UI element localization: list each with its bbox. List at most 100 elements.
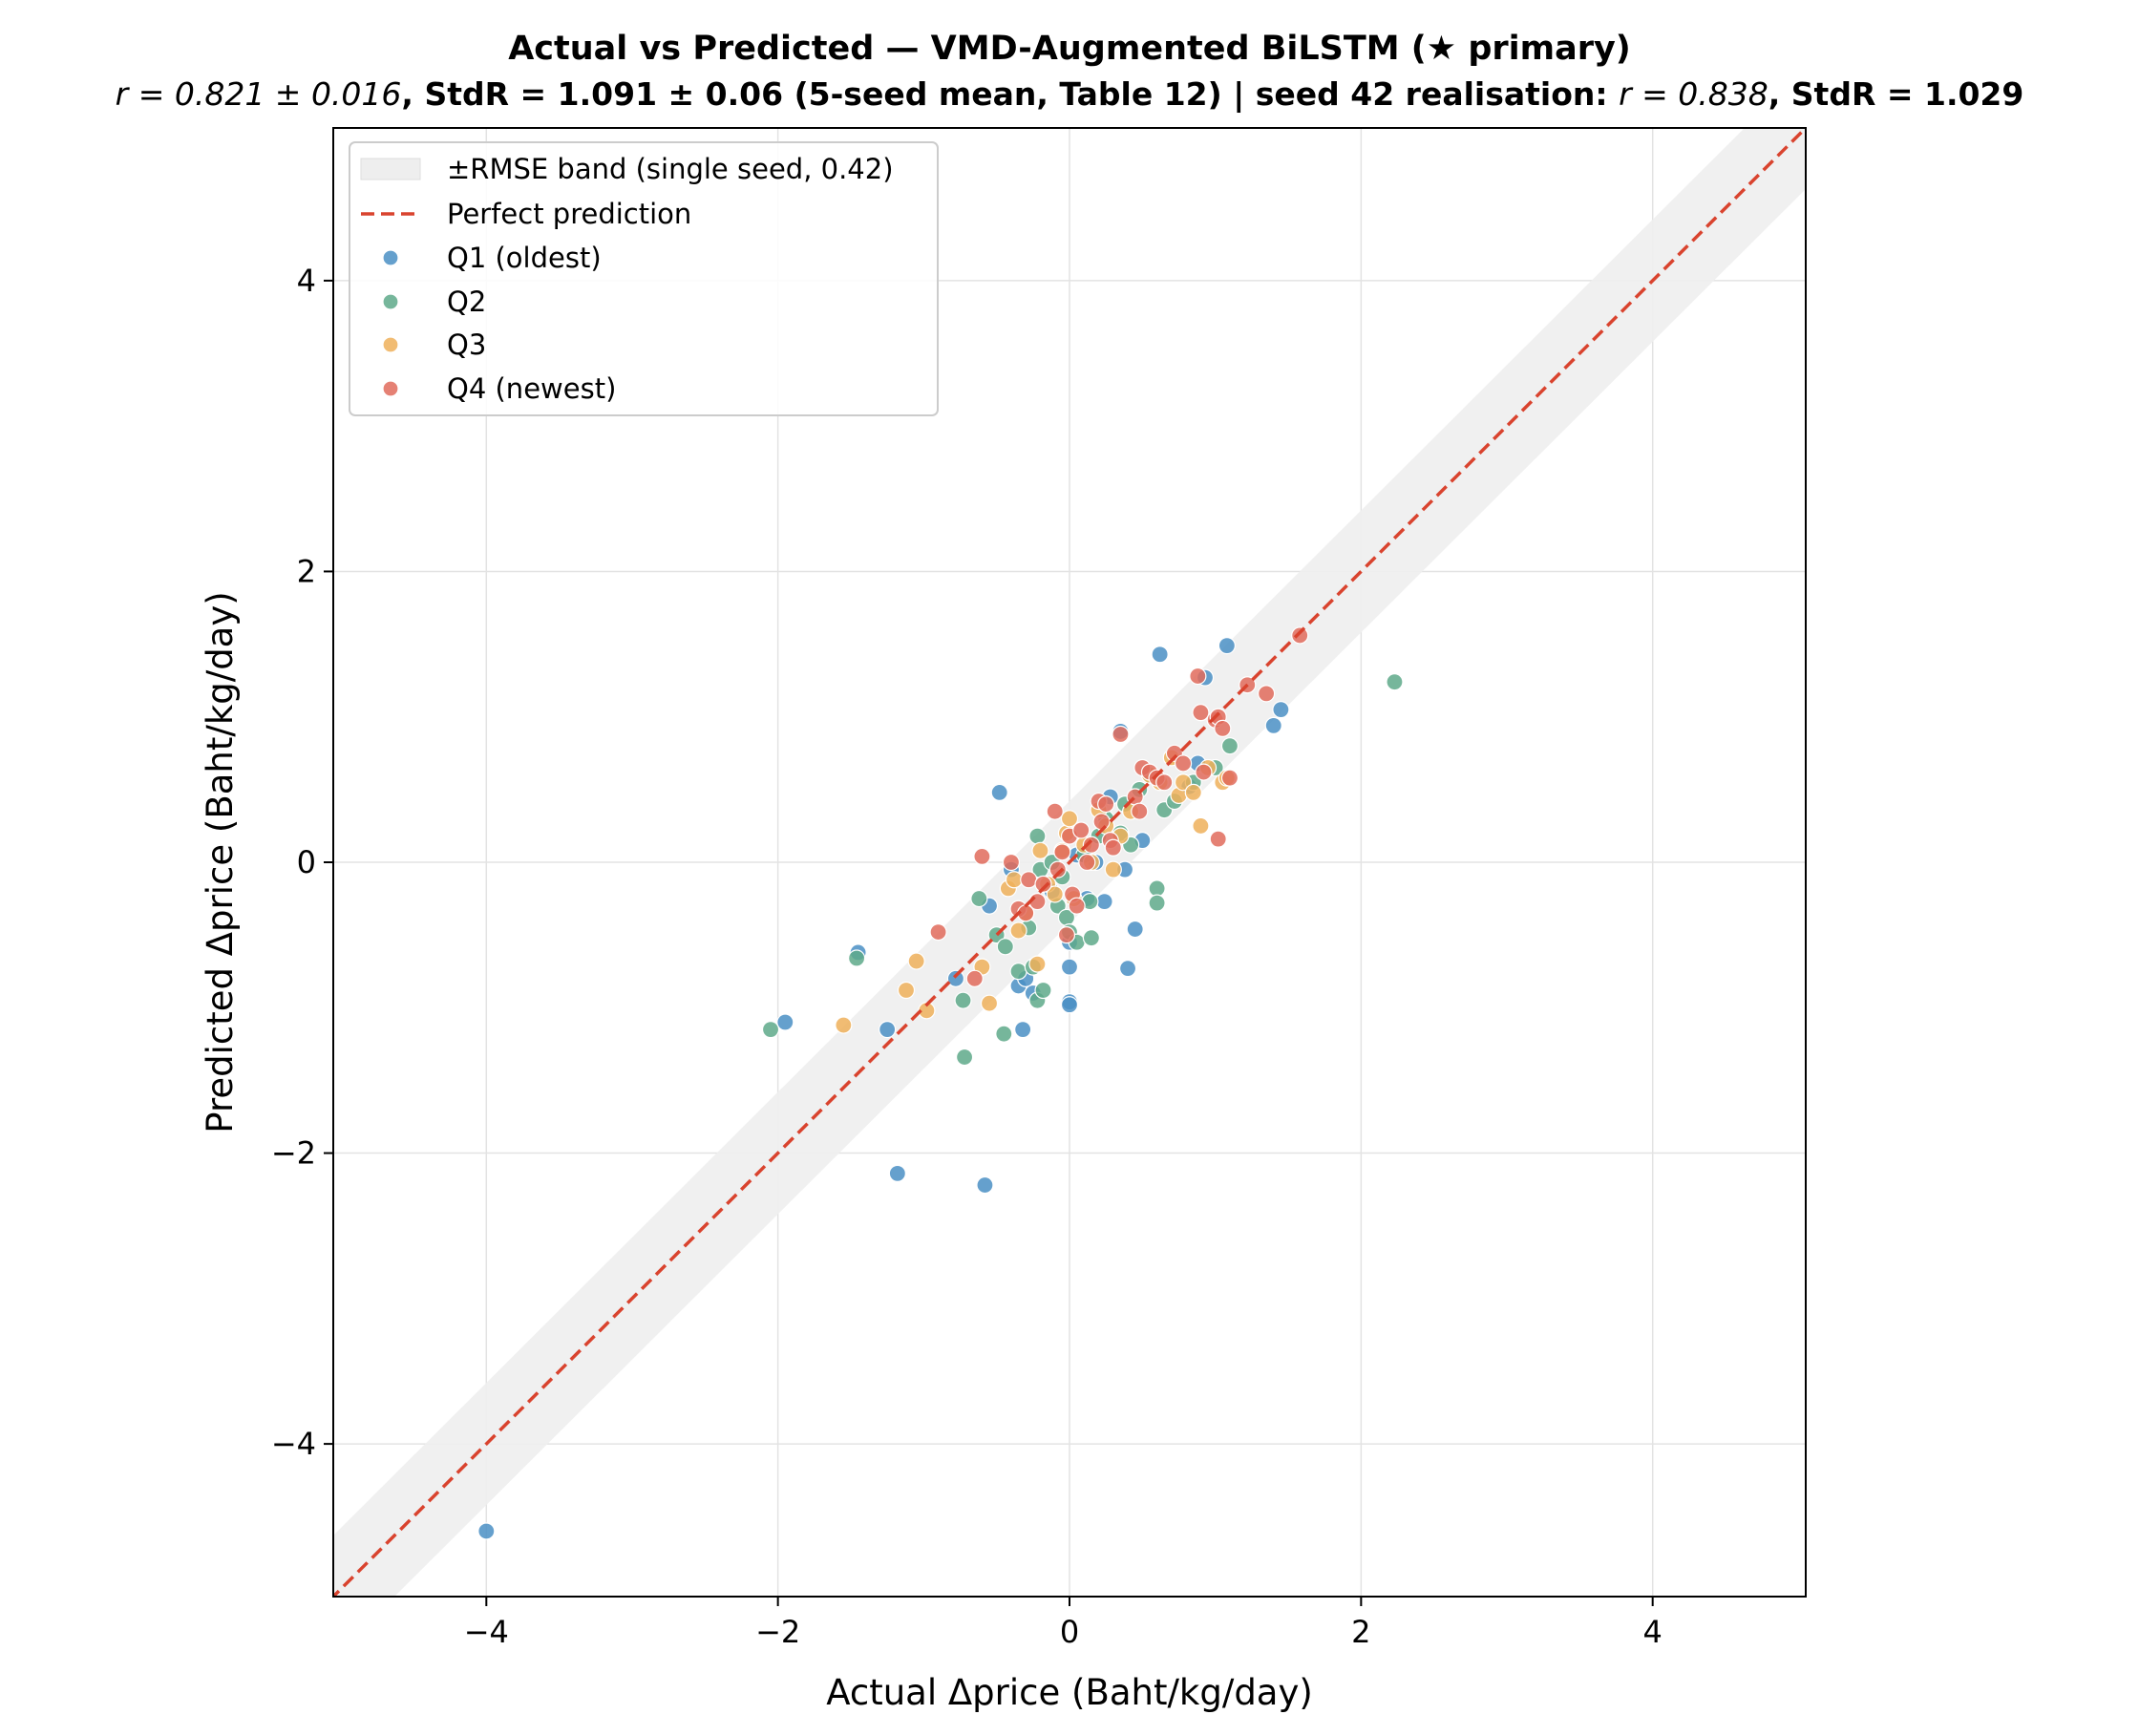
point-q3-8	[1009, 921, 1027, 940]
point-q1-8	[990, 783, 1008, 802]
points-layer	[477, 626, 1404, 1540]
point-q1-11	[1014, 1021, 1032, 1039]
point-q4-23	[1104, 838, 1122, 857]
point-q4-24	[1112, 725, 1130, 744]
point-q2-38	[1082, 929, 1101, 947]
point-q1-0	[477, 1522, 496, 1540]
point-q4-3	[1002, 853, 1021, 872]
legend-band-label: ±RMSE band (single seed, 0.42)	[447, 153, 894, 185]
x-tick-label-2: 0	[1060, 1614, 1079, 1650]
point-q4-43	[1291, 626, 1309, 645]
point-q4-15	[1068, 897, 1086, 915]
legend: ±RMSE band (single seed, 0.42) Perfect p…	[349, 141, 939, 416]
point-q2-36	[1220, 737, 1239, 755]
point-q4-40	[1209, 830, 1227, 848]
legend-q3-marker	[382, 336, 399, 353]
point-q2-30	[1148, 879, 1166, 898]
point-q3-2	[907, 952, 925, 970]
legend-q4-label: Q4 (newest)	[447, 372, 616, 405]
point-q3-11	[1031, 841, 1049, 859]
point-q3-22	[1104, 860, 1122, 879]
point-q3-16	[1060, 810, 1079, 828]
point-q4-32	[1174, 754, 1193, 773]
point-q4-35	[1195, 763, 1213, 781]
point-q3-5	[980, 994, 999, 1012]
point-q1-27	[1126, 920, 1144, 939]
legend-q3-label: Q3	[447, 328, 486, 361]
point-q4-26	[1131, 802, 1149, 820]
point-q3-10	[1028, 955, 1047, 973]
point-q4-2	[973, 847, 991, 866]
point-q3-28	[1184, 783, 1202, 802]
point-q1-1	[776, 1013, 794, 1031]
point-q4-38	[1214, 719, 1232, 738]
point-q4-33	[1189, 667, 1207, 686]
point-q4-16	[1072, 821, 1091, 839]
point-q1-33	[1272, 701, 1290, 719]
subtitle-stdr-seed: , StdR = 1.029	[1768, 75, 2024, 113]
y-tick-label-2: 0	[297, 844, 316, 880]
point-q1-32	[1264, 716, 1282, 734]
point-q1-3	[879, 1021, 897, 1039]
point-q1-5	[946, 969, 965, 987]
point-q4-0	[929, 922, 947, 942]
point-q2-2	[955, 1048, 974, 1067]
legend-band-swatch	[360, 158, 421, 180]
point-q1-17	[1060, 996, 1079, 1014]
point-q2-8	[1009, 963, 1027, 981]
point-q4-9	[1046, 802, 1064, 820]
subtitle-stdr-mean: , StdR = 1.091 ± 0.06 (5-seed mean, Tabl…	[401, 75, 1619, 113]
point-q2-1	[847, 949, 866, 967]
reference-line-layer	[333, 128, 1806, 1597]
x-tick-label-1: −2	[755, 1614, 800, 1650]
legend-q2-marker	[382, 293, 399, 310]
point-q1-31	[1218, 637, 1236, 655]
x-tick-label-0: −4	[464, 1614, 509, 1650]
point-q1-28	[1151, 646, 1169, 664]
point-q2-31	[1148, 894, 1166, 912]
point-q1-22	[1095, 893, 1113, 911]
point-q4-34	[1192, 704, 1210, 722]
y-tick-label-3: 2	[297, 553, 316, 589]
point-q4-17	[1078, 853, 1096, 872]
subtitle-r-mean: r = 0.821 ± 0.016	[116, 75, 402, 113]
point-q2-6	[995, 1025, 1013, 1043]
legend-q2-label: Q2	[447, 286, 486, 318]
point-q2-7	[996, 938, 1014, 956]
chart-title: Actual vs Predicted — VMD-Augmented BiLS…	[508, 30, 1631, 68]
point-q4-20	[1092, 813, 1111, 831]
point-q3-13	[1046, 885, 1064, 903]
point-q2-37	[1386, 673, 1404, 691]
point-q3-29	[1192, 816, 1210, 836]
point-q4-8	[1034, 875, 1052, 893]
point-q4-21	[1097, 794, 1115, 814]
point-q4-30	[1155, 773, 1174, 792]
x-tick-label-4: 4	[1643, 1614, 1662, 1650]
point-q1-4	[888, 1164, 906, 1182]
point-q2-11	[1028, 827, 1047, 845]
point-q2-14	[1034, 981, 1052, 1000]
point-q3-7	[1005, 871, 1024, 889]
y-tick-label-4: 4	[297, 263, 316, 299]
point-q2-0	[761, 1021, 780, 1039]
legend-q1-label: Q1 (oldest)	[447, 242, 602, 274]
point-q4-1	[965, 969, 984, 987]
point-q4-6	[1020, 871, 1038, 889]
point-q1-26	[1118, 960, 1137, 978]
ticks: −4 −2 0 2 4 −4 −2 0 2 4	[271, 263, 1662, 1650]
point-q4-42	[1258, 685, 1276, 703]
point-q1-6	[976, 1175, 994, 1195]
point-q4-10	[1048, 860, 1067, 879]
legend-q4-marker	[382, 380, 399, 397]
legend-refline-label: Perfect prediction	[447, 198, 691, 230]
point-q2-4	[954, 991, 972, 1009]
perfect-prediction-line	[333, 128, 1806, 1597]
subtitle-r-seed: r = 0.838	[1619, 75, 1768, 113]
x-tick-label-3: 2	[1351, 1614, 1370, 1650]
y-axis-label: Predicted Δprice (Baht/kg/day)	[200, 591, 241, 1133]
y-tick-label-0: −4	[271, 1426, 316, 1462]
point-q4-12	[1057, 926, 1076, 944]
x-axis-label: Actual Δprice (Baht/kg/day)	[826, 1672, 1313, 1713]
